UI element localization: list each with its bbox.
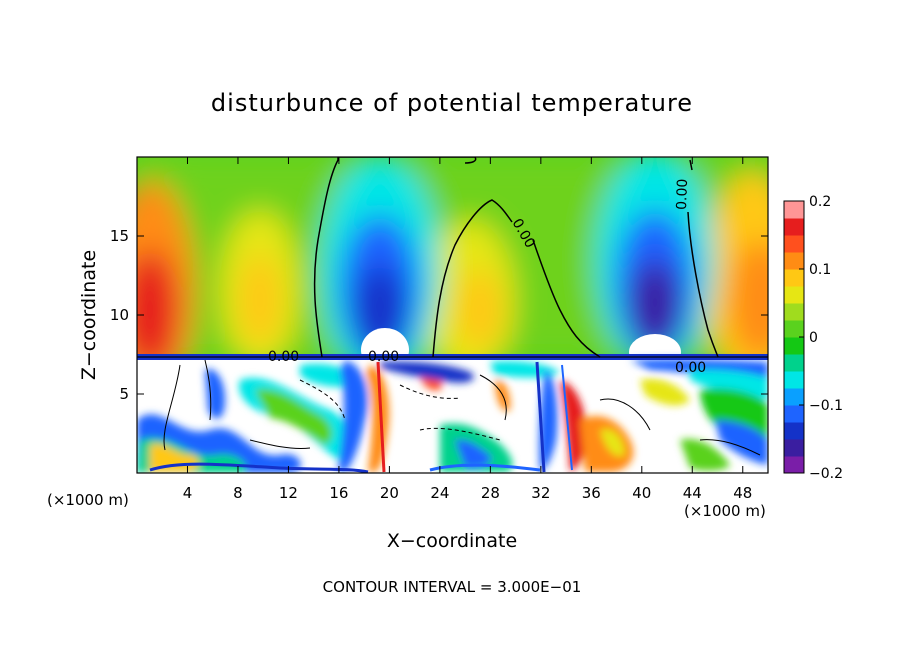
colorbar-tick-label: −0.1 xyxy=(809,398,843,414)
y-tick-label: 5 xyxy=(119,385,129,403)
x-tick-label: 4 xyxy=(183,484,193,502)
colorbar-swatch xyxy=(784,371,804,389)
x-tick-label: 24 xyxy=(430,484,449,502)
colorbar-swatch xyxy=(784,388,804,406)
x-unit-right: (×1000 m) xyxy=(684,502,766,520)
colorbar-swatch xyxy=(784,337,804,355)
colorbar-swatch xyxy=(784,235,804,253)
y-tick-label: 15 xyxy=(110,227,129,245)
colorbar-swatch xyxy=(784,303,804,321)
contour-interval-note: CONTOUR INTERVAL = 3.000E−01 xyxy=(323,578,582,596)
colorbar-swatch xyxy=(784,354,804,372)
contour-label: 0.00 xyxy=(268,349,299,365)
x-axis: 4 8 12 16 20 24 28 32 36 40 44 48 xyxy=(183,157,752,502)
x-tick-label: 48 xyxy=(733,484,752,502)
colorbar-tick-label: −0.2 xyxy=(809,466,843,482)
colorbar-swatch xyxy=(784,201,804,219)
colorbar-swatch xyxy=(784,218,804,236)
x-tick-label: 32 xyxy=(531,484,550,502)
colorbar-swatch xyxy=(784,405,804,423)
x-tick-label: 20 xyxy=(380,484,399,502)
lower-layer-field xyxy=(137,357,768,473)
x-tick-label: 28 xyxy=(481,484,500,502)
y-axis: 5 10 15 xyxy=(110,227,768,403)
colorbar-swatch xyxy=(784,286,804,304)
plot-area xyxy=(137,157,768,473)
contour-label: 0.00 xyxy=(368,349,399,365)
upper-layer-field xyxy=(137,157,768,400)
colorbar-swatch xyxy=(784,252,804,270)
colorbar-tick-label: 0 xyxy=(809,330,818,346)
colorbar-swatch xyxy=(784,320,804,338)
chart-title: disturbunce of potential temperature xyxy=(211,89,693,117)
colorbar-swatch xyxy=(784,269,804,287)
x-tick-label: 16 xyxy=(329,484,348,502)
x-tick-label: 8 xyxy=(233,484,243,502)
x-tick-label: 12 xyxy=(279,484,298,502)
colorbar: −0.2 −0.1 0 0.1 0.2 xyxy=(783,194,843,482)
x-unit-left: (×1000 m) xyxy=(47,491,129,509)
colorbar-swatch xyxy=(784,439,804,457)
x-tick-label: 44 xyxy=(683,484,702,502)
colorbar-swatch xyxy=(784,422,804,440)
y-axis-label: Z−coordinate xyxy=(78,250,100,380)
y-tick-label: 10 xyxy=(110,306,129,324)
x-tick-label: 36 xyxy=(582,484,601,502)
x-tick-label: 40 xyxy=(632,484,651,502)
colorbar-tick-label: 0.1 xyxy=(809,262,831,278)
colorbar-tick-label: 0.2 xyxy=(809,194,831,210)
contour-label: 0.00 xyxy=(675,360,706,376)
colorbar-swatch xyxy=(784,456,804,474)
contour-label: 0.00 xyxy=(674,178,691,210)
contour-lines xyxy=(163,157,761,456)
x-axis-label: X−coordinate xyxy=(387,530,517,552)
